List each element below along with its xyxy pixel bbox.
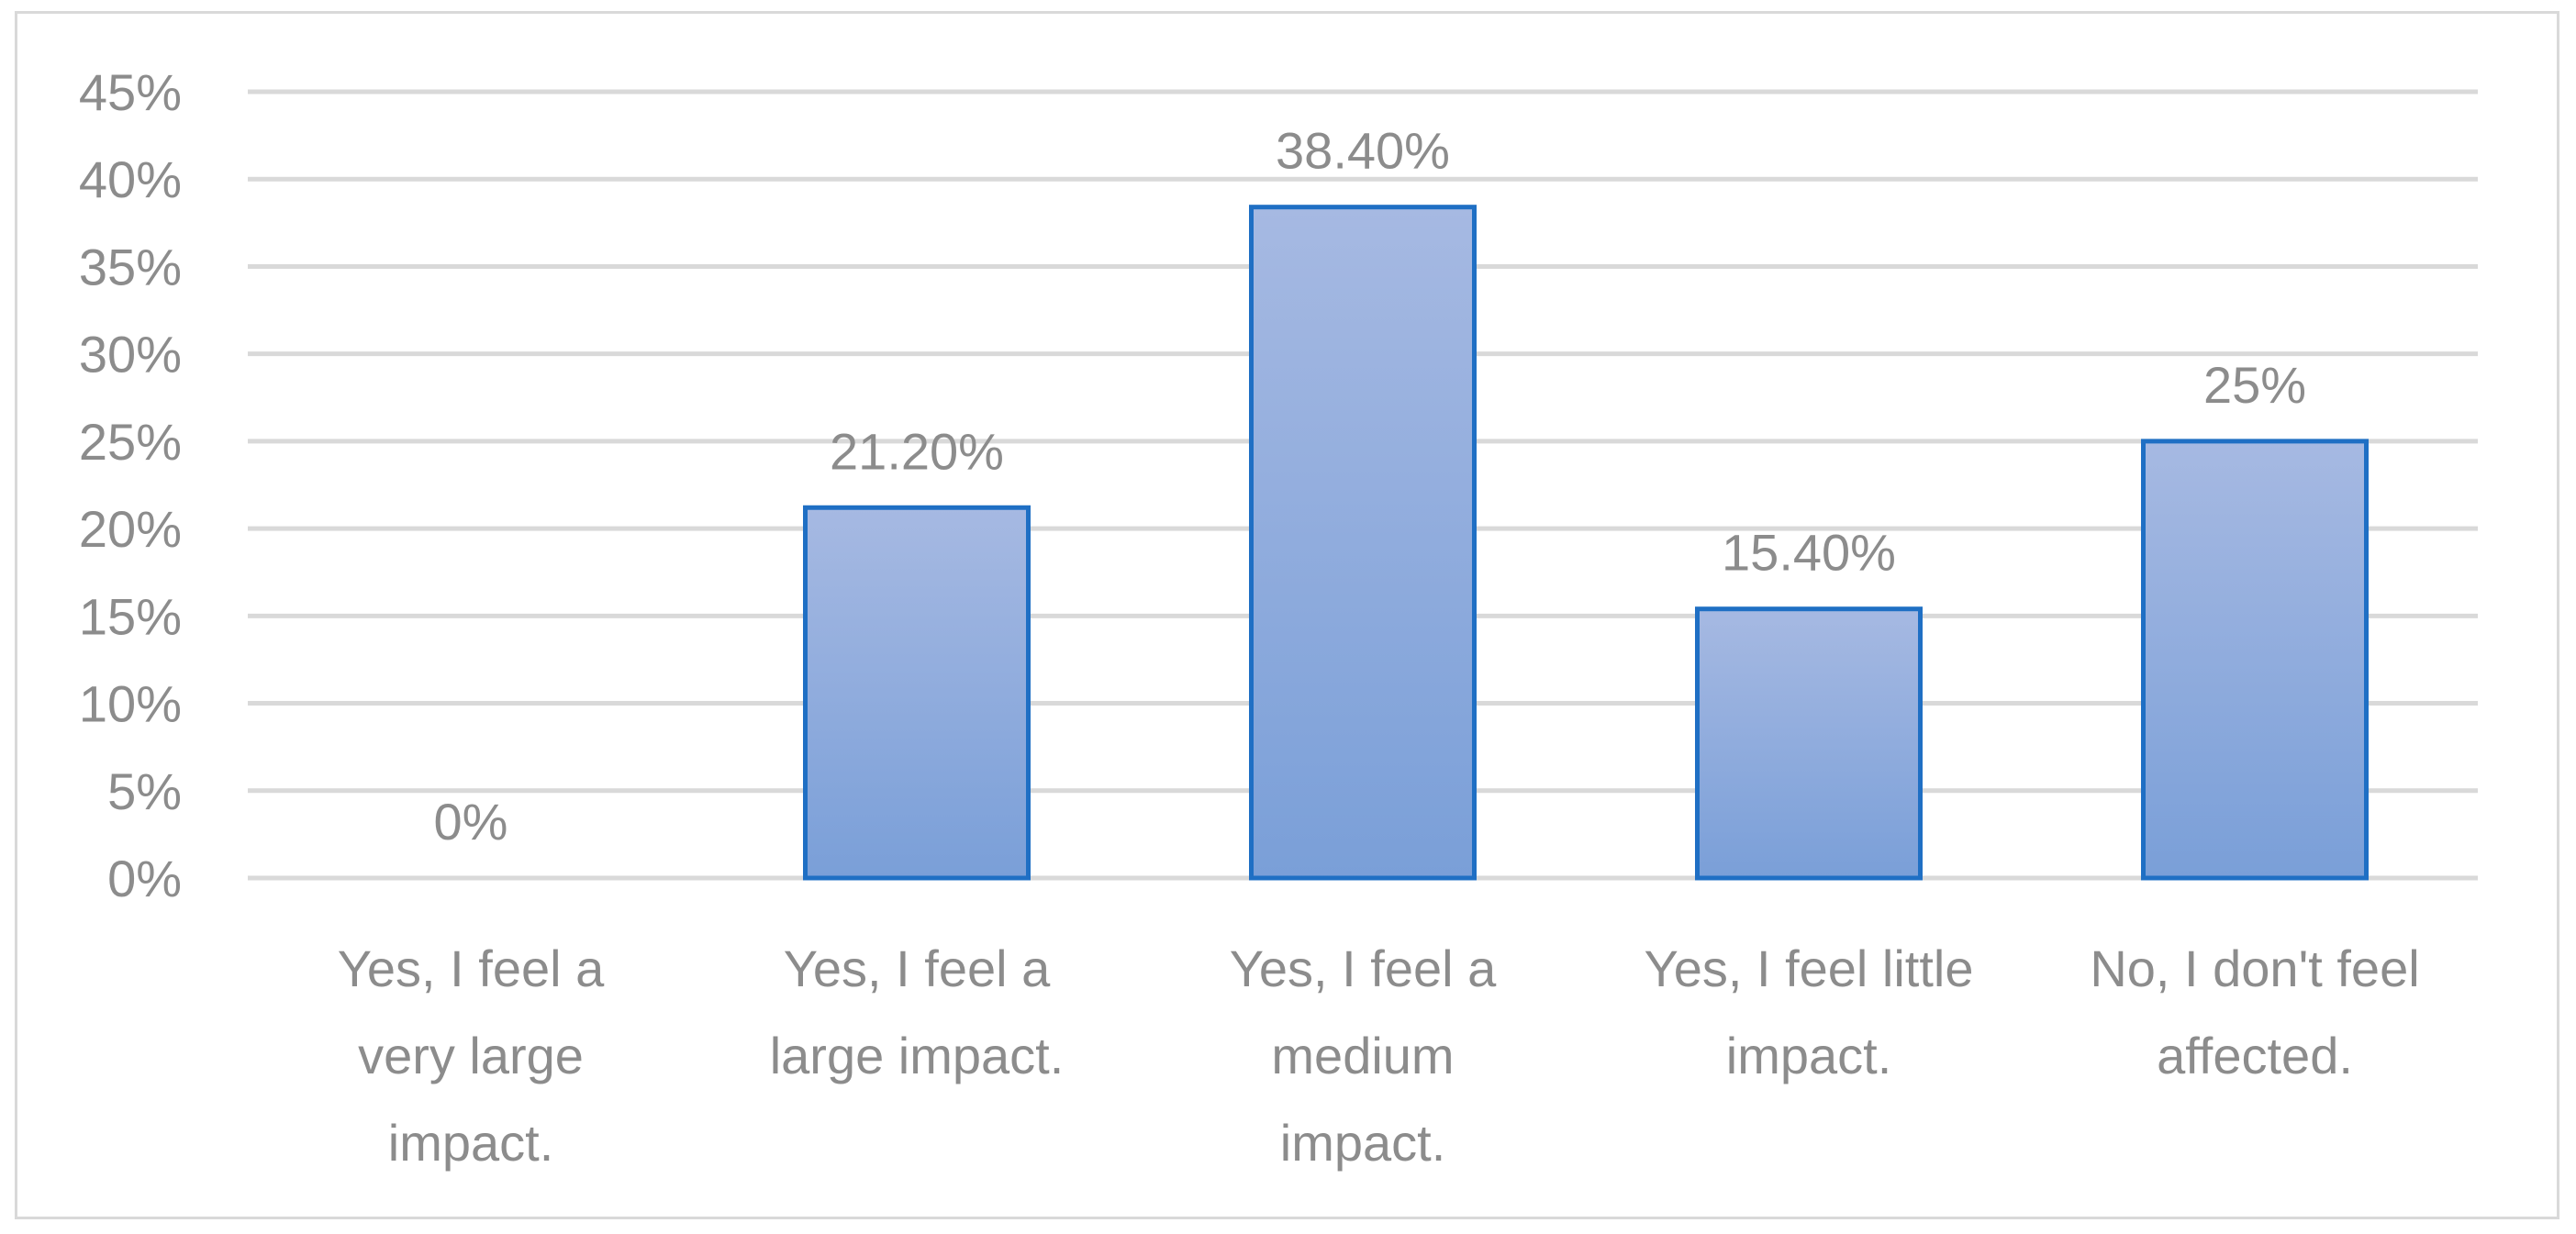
category-label: Yes, I feel a large impact. bbox=[770, 939, 1065, 1084]
y-tick-label: 30% bbox=[79, 326, 182, 384]
category-label: Yes, I feel a medium impact. bbox=[1230, 939, 1497, 1172]
data-label: 0% bbox=[434, 793, 508, 850]
y-axis-tick-labels: 0% 5% 10% 15% 20% 25% 30% 35% 40% 45% bbox=[79, 63, 182, 907]
bars bbox=[803, 205, 2369, 881]
y-tick-label: 20% bbox=[79, 500, 182, 558]
category-label: Yes, I feel little impact. bbox=[1644, 939, 1973, 1084]
y-tick-label: 15% bbox=[79, 587, 182, 645]
gridlines bbox=[248, 89, 2478, 881]
y-tick-label: 45% bbox=[79, 63, 182, 121]
y-tick-label: 35% bbox=[79, 238, 182, 295]
data-label: 38.40% bbox=[1276, 122, 1450, 180]
y-tick-label: 0% bbox=[107, 850, 182, 907]
x-axis-category-labels: Yes, I feel a very large impact. Yes, I fee… bbox=[338, 939, 2420, 1172]
category-label: Yes, I feel a very large impact. bbox=[338, 939, 605, 1172]
y-tick-label: 5% bbox=[107, 762, 182, 820]
y-tick-label: 40% bbox=[79, 150, 182, 208]
data-label: 25% bbox=[2203, 356, 2306, 414]
category-label: No, I don't feel affected. bbox=[2090, 939, 2419, 1084]
y-tick-label: 10% bbox=[79, 675, 182, 733]
data-labels: 0% 21.20% 38.40% 15.40% 25% bbox=[434, 122, 2307, 850]
y-tick-label: 25% bbox=[79, 413, 182, 471]
bar bbox=[1695, 606, 1923, 881]
bar bbox=[1249, 205, 1477, 881]
data-label: 21.20% bbox=[830, 422, 1004, 480]
bar bbox=[2141, 439, 2369, 881]
data-label: 15.40% bbox=[1722, 524, 1896, 582]
bar bbox=[803, 505, 1031, 881]
